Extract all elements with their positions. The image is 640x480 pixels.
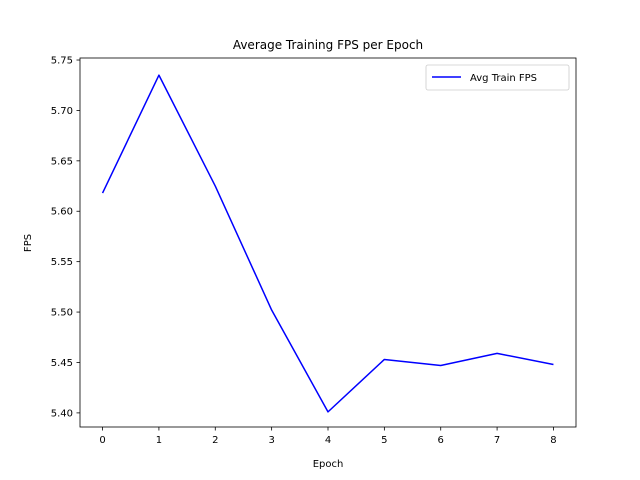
x-tick-label: 1 xyxy=(156,435,162,446)
y-tick-label: 5.55 xyxy=(51,257,73,268)
y-axis: 5.40 5.45 5.50 5.55 5.60 5.65 5.70 5.75 xyxy=(51,56,80,419)
y-tick-label: 5.75 xyxy=(51,56,73,67)
x-tick-label: 8 xyxy=(550,435,556,446)
plot-area xyxy=(80,58,576,427)
y-tick-label: 5.60 xyxy=(51,207,73,218)
series-line-avg-train-fps xyxy=(101,74,554,413)
x-tick-label: 4 xyxy=(325,435,331,446)
x-tick-label: 5 xyxy=(381,435,387,446)
x-tick-label: 6 xyxy=(438,435,444,446)
series-layer xyxy=(101,74,554,413)
x-tick-label: 7 xyxy=(494,435,500,446)
x-axis: 0 1 2 3 4 5 6 7 8 xyxy=(99,427,557,446)
x-tick-label: 2 xyxy=(212,435,218,446)
y-tick-label: 5.45 xyxy=(51,358,73,369)
legend-label-avg-train-fps: Avg Train FPS xyxy=(470,73,537,84)
x-axis-label: Epoch xyxy=(313,459,344,470)
y-tick-label: 5.70 xyxy=(51,106,73,117)
y-tick-label: 5.65 xyxy=(51,156,73,167)
x-tick-label: 0 xyxy=(99,435,105,446)
x-tick-label: 3 xyxy=(268,435,274,446)
y-tick-label: 5.50 xyxy=(51,308,73,319)
legend: Avg Train FPS xyxy=(425,64,570,91)
y-axis-label: FPS xyxy=(23,234,34,252)
plot-frame xyxy=(79,57,577,428)
legend-box xyxy=(425,64,570,91)
chart-title: Average Training FPS per Epoch xyxy=(233,38,423,52)
y-tick-label: 5.40 xyxy=(51,408,73,419)
